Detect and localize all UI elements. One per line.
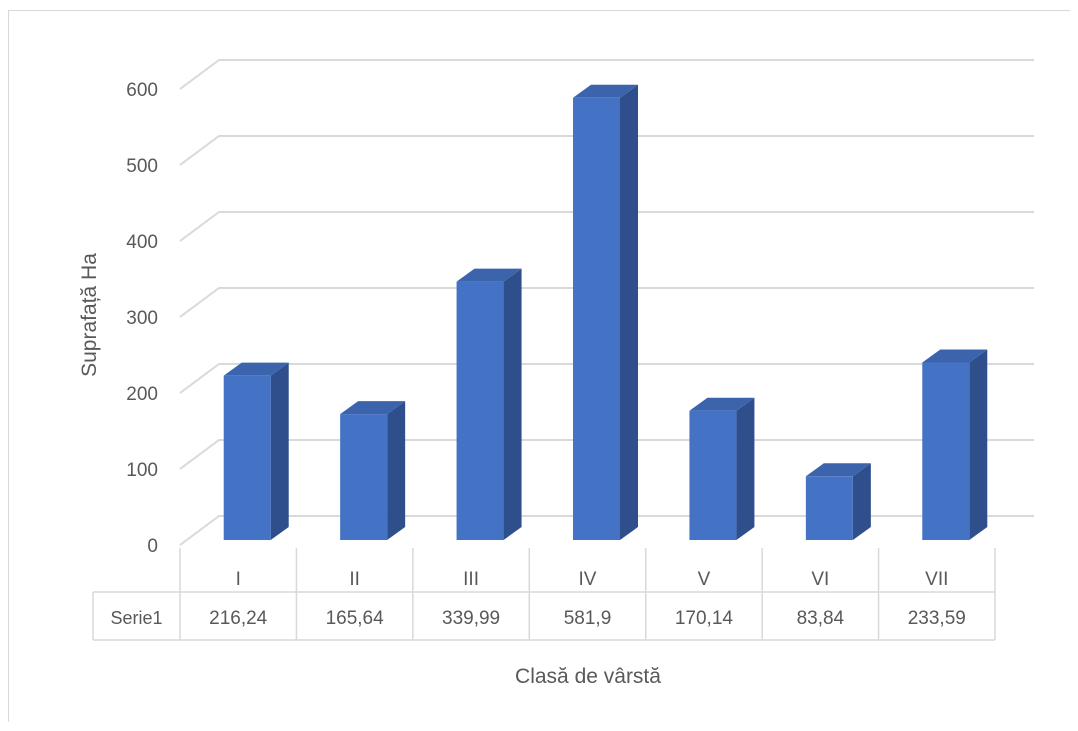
- bar-I: [223, 362, 289, 540]
- bar-side: [969, 349, 988, 540]
- bar-side: [270, 362, 289, 540]
- chart-frame: [8, 10, 1070, 722]
- category-label: VI: [811, 569, 829, 590]
- bar-II: [340, 401, 406, 540]
- category-label: VII: [925, 569, 948, 590]
- gridline: [179, 515, 1034, 546]
- bar-front: [223, 375, 271, 540]
- bar-top: [805, 463, 871, 477]
- gridlines: [179, 59, 1034, 546]
- bars: [223, 84, 988, 541]
- y-tick-label: 200: [126, 384, 158, 405]
- bar-III: [456, 268, 522, 540]
- bar-side: [852, 463, 871, 540]
- category-label: I: [236, 569, 241, 590]
- bar-front: [573, 97, 620, 541]
- data-value-label: 170,14: [675, 608, 734, 629]
- y-tick-label: 400: [126, 232, 158, 253]
- category-label: III: [463, 569, 479, 590]
- data-value-label: 233,59: [908, 608, 966, 629]
- bar-side: [387, 401, 406, 540]
- data-value-label: 339,99: [442, 608, 500, 629]
- bar-V: [689, 397, 755, 540]
- data-value-label: 165,64: [326, 608, 385, 629]
- gridline: [179, 59, 1034, 90]
- x-axis-label: Clasă de vârstă: [515, 665, 661, 688]
- bar-top: [223, 362, 289, 376]
- bar-front: [922, 362, 970, 540]
- gridline: [179, 363, 1034, 394]
- gridline: [179, 439, 1034, 470]
- bar-VI: [805, 463, 871, 540]
- y-axis-label: Suprafață Ha: [78, 253, 101, 377]
- bar-front: [456, 281, 504, 540]
- series-name: Serie1: [110, 608, 162, 628]
- bar-side: [503, 268, 522, 540]
- data-value-label: 216,24: [209, 608, 268, 629]
- bar-IV: [573, 84, 638, 541]
- y-axis-ticks: 0 100 200 300 400 500 600: [126, 80, 158, 557]
- bar-top: [340, 401, 406, 415]
- bar-top: [456, 268, 522, 282]
- bar-side: [620, 84, 638, 541]
- bar-front: [340, 414, 388, 540]
- bar-front: [805, 476, 853, 540]
- y-tick-label: 600: [126, 80, 158, 101]
- category-label: IV: [579, 569, 597, 590]
- y-tick-label: 100: [126, 460, 158, 481]
- y-tick-label: 500: [126, 156, 158, 177]
- bar-VII: [922, 349, 988, 540]
- data-value-label: 83,84: [797, 608, 845, 629]
- gridline: [179, 211, 1034, 242]
- y-tick-label: 0: [147, 536, 158, 557]
- y-tick-label: 300: [126, 308, 158, 329]
- category-label: II: [349, 569, 360, 590]
- bar-side: [736, 397, 755, 540]
- gridline: [179, 135, 1034, 166]
- bar-front: [689, 410, 737, 540]
- bar-top: [922, 349, 988, 363]
- bar-top: [573, 84, 638, 98]
- category-label: V: [698, 569, 711, 590]
- bar-top: [689, 397, 755, 411]
- data-value-label: 581,9: [564, 608, 612, 629]
- gridline: [179, 287, 1034, 318]
